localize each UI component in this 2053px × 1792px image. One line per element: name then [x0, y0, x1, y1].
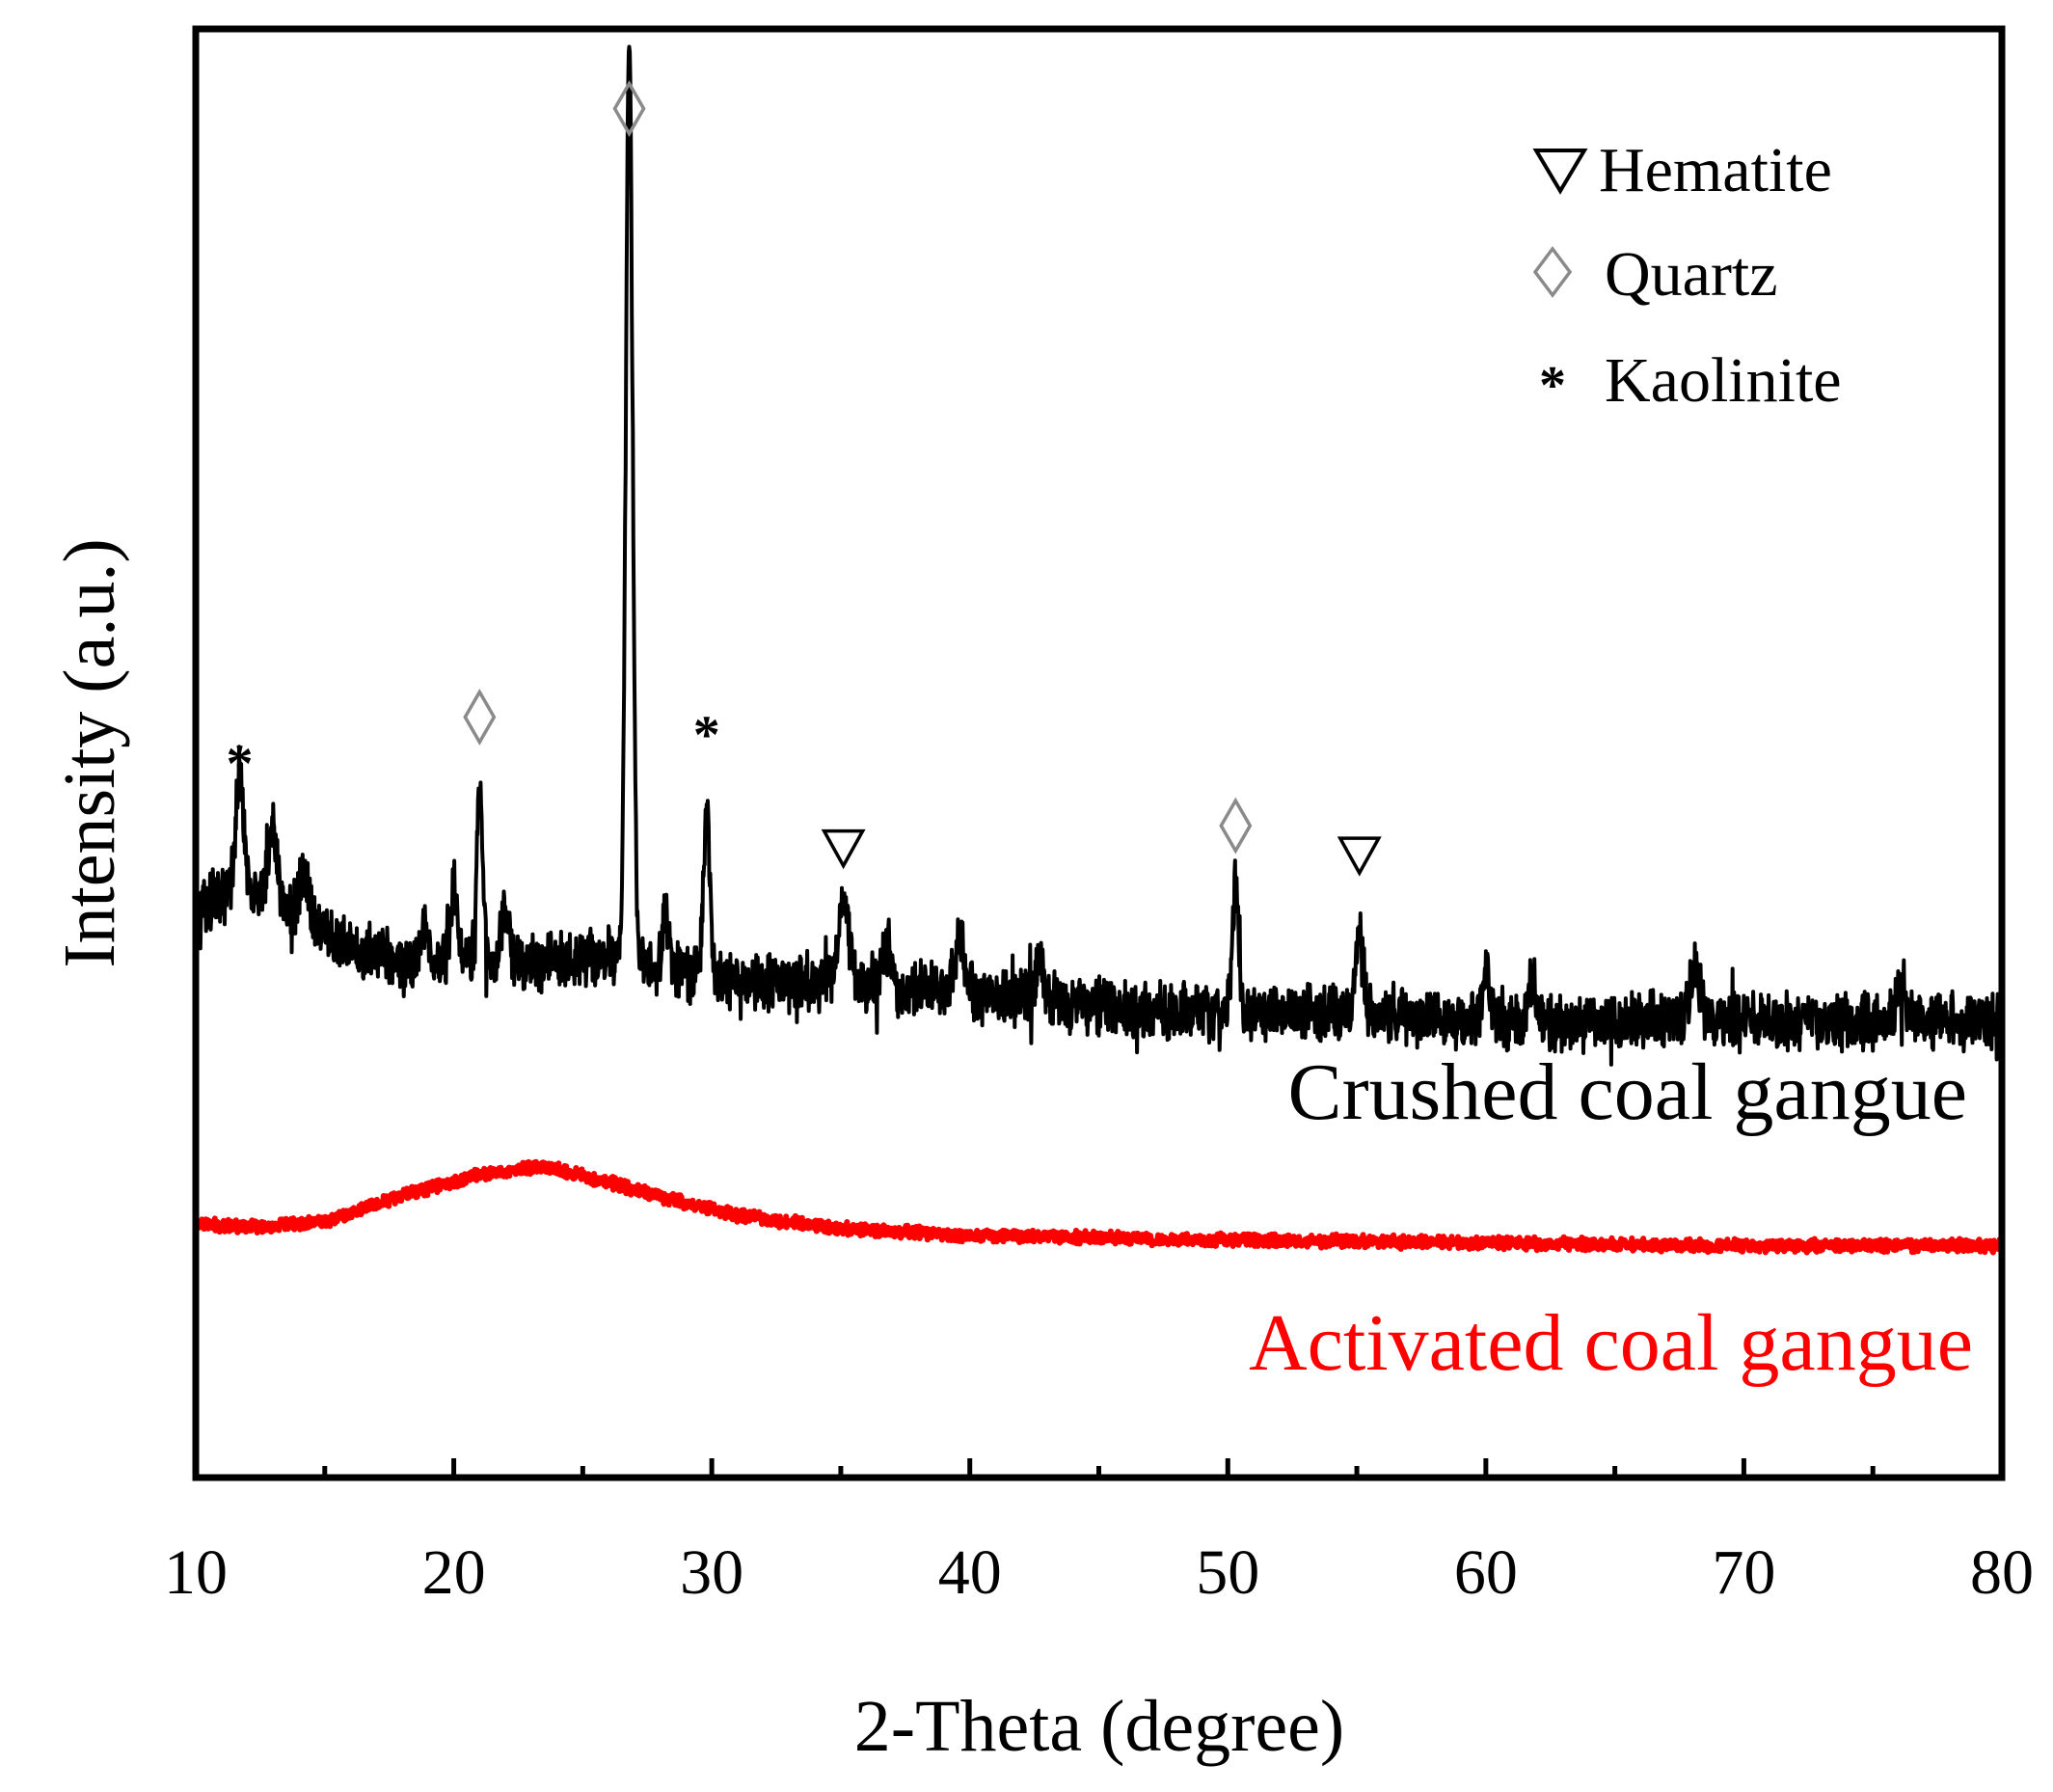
series-layer — [196, 44, 2002, 1256]
series-line-crushed — [196, 44, 2002, 1067]
x-tick-label-50: 50 — [1196, 1537, 1259, 1608]
kaolinite-legend-marker: * — [1539, 356, 1566, 416]
kaolinite-peak-marker: * — [226, 735, 253, 795]
x-axis-title: 2-Theta (degree) — [854, 1686, 1344, 1767]
x-tick-label-80: 80 — [1970, 1537, 2034, 1608]
series-label-crushed: Crushed coal gangue — [1288, 1047, 1967, 1137]
series-line-activated — [196, 1158, 2002, 1256]
series-label-activated: Activated coal gangue — [1249, 1298, 1973, 1388]
x-tick-label-30: 30 — [680, 1537, 743, 1608]
hematite-legend-marker — [1532, 149, 1588, 195]
x-axis-ticks: 10 20 30 40 50 60 70 80 — [164, 1458, 2034, 1608]
legend-label-hematite: Hematite — [1599, 135, 1832, 205]
quartz-peak-marker — [612, 80, 646, 138]
legend-label-kaolinite: Kaolinite — [1605, 345, 1842, 416]
x-tick-label-10: 10 — [164, 1537, 228, 1608]
x-tick-label-40: 40 — [938, 1537, 1002, 1608]
quartz-legend-marker — [1532, 246, 1573, 298]
y-axis-title: Intensity (a.u.) — [49, 538, 130, 967]
hematite-peak-marker — [821, 828, 866, 870]
quartz-peak-marker — [463, 688, 497, 746]
x-tick-label-20: 20 — [422, 1537, 486, 1608]
legend: Hematite Quartz * Kaolinite — [1532, 135, 1842, 416]
kaolinite-peak-marker: * — [693, 705, 720, 765]
peak-annotations: * * — [226, 80, 1382, 877]
hematite-peak-marker — [1337, 836, 1382, 877]
quartz-peak-marker — [1219, 797, 1253, 855]
legend-label-quartz: Quartz — [1605, 239, 1778, 310]
x-tick-label-60: 60 — [1454, 1537, 1518, 1608]
x-tick-label-70: 70 — [1712, 1537, 1775, 1608]
